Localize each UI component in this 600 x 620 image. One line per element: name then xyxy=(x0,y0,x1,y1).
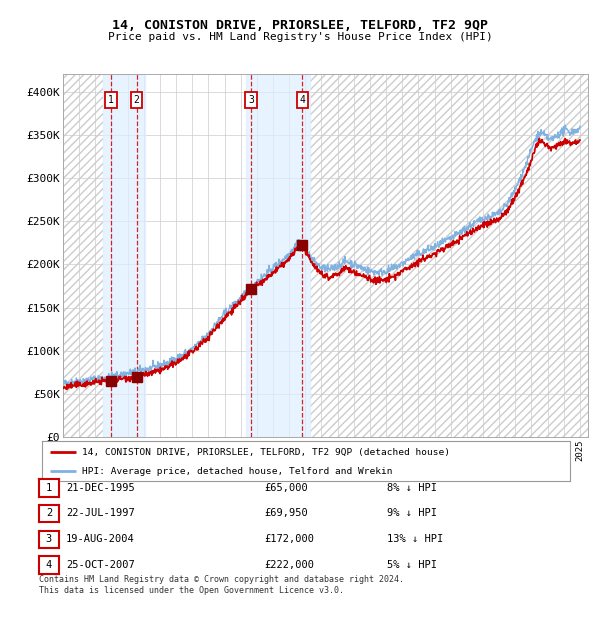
Text: 25-OCT-2007: 25-OCT-2007 xyxy=(66,560,135,570)
Text: 4: 4 xyxy=(46,560,52,570)
Text: 13% ↓ HPI: 13% ↓ HPI xyxy=(387,534,443,544)
Text: 3: 3 xyxy=(46,534,52,544)
Text: This data is licensed under the Open Government Licence v3.0.: This data is licensed under the Open Gov… xyxy=(39,586,344,595)
Text: £172,000: £172,000 xyxy=(264,534,314,544)
Text: 2: 2 xyxy=(134,95,140,105)
Text: 8% ↓ HPI: 8% ↓ HPI xyxy=(387,483,437,493)
Text: 21-DEC-1995: 21-DEC-1995 xyxy=(66,483,135,493)
Text: HPI: Average price, detached house, Telford and Wrekin: HPI: Average price, detached house, Telf… xyxy=(82,467,392,476)
Text: 14, CONISTON DRIVE, PRIORSLEE, TELFORD, TF2 9QP (detached house): 14, CONISTON DRIVE, PRIORSLEE, TELFORD, … xyxy=(82,448,449,456)
Text: £69,950: £69,950 xyxy=(264,508,308,518)
Text: 19-AUG-2004: 19-AUG-2004 xyxy=(66,534,135,544)
Text: 14, CONISTON DRIVE, PRIORSLEE, TELFORD, TF2 9QP: 14, CONISTON DRIVE, PRIORSLEE, TELFORD, … xyxy=(112,19,488,32)
Text: 22-JUL-1997: 22-JUL-1997 xyxy=(66,508,135,518)
Text: Price paid vs. HM Land Registry's House Price Index (HPI): Price paid vs. HM Land Registry's House … xyxy=(107,32,493,42)
Text: £222,000: £222,000 xyxy=(264,560,314,570)
Bar xyxy=(245,74,310,437)
Text: 2: 2 xyxy=(46,508,52,518)
Text: 5% ↓ HPI: 5% ↓ HPI xyxy=(387,560,437,570)
Bar xyxy=(310,74,588,437)
Text: £65,000: £65,000 xyxy=(264,483,308,493)
Text: 1: 1 xyxy=(46,483,52,493)
Text: Contains HM Land Registry data © Crown copyright and database right 2024.: Contains HM Land Registry data © Crown c… xyxy=(39,575,404,584)
Text: 4: 4 xyxy=(299,95,305,105)
Text: 9% ↓ HPI: 9% ↓ HPI xyxy=(387,508,437,518)
Bar xyxy=(63,74,103,437)
Bar xyxy=(103,74,145,437)
Text: 3: 3 xyxy=(248,95,254,105)
Text: 1: 1 xyxy=(108,95,114,105)
